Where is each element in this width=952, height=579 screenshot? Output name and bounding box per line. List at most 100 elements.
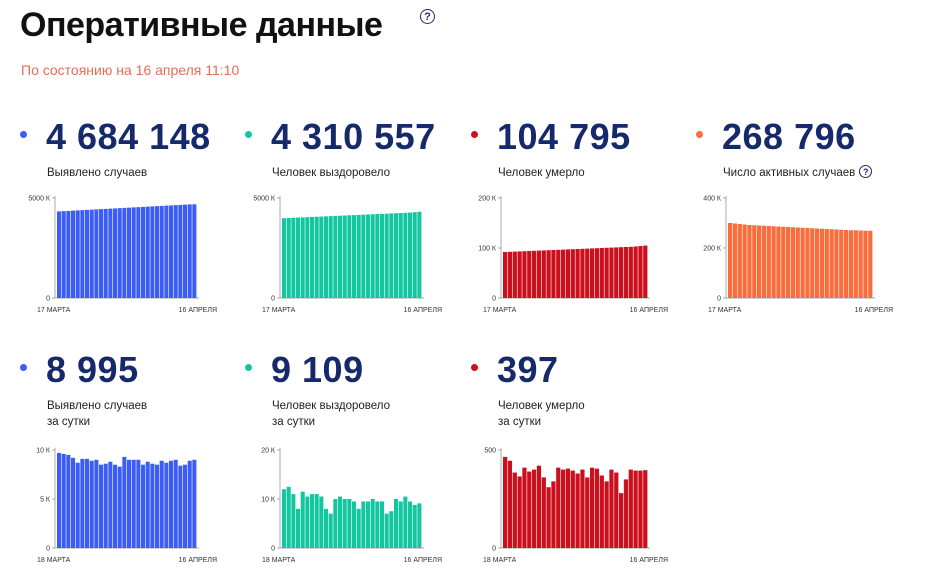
chart-bar: [839, 229, 844, 298]
stat-label: Выявлено случаев: [47, 165, 147, 181]
x-start-label: 17 МАРТА: [708, 307, 742, 314]
chart-bar: [136, 459, 141, 548]
chart-bar: [342, 215, 347, 298]
chart-bar: [633, 246, 638, 298]
chart-bar: [94, 459, 99, 548]
chart-bar: [314, 216, 319, 298]
chart-bar: [786, 227, 791, 298]
chart-bar: [113, 208, 118, 298]
bar-chart: 10 К 5 К 0 18 МАРТА 16 АПРЕЛЯ: [36, 448, 217, 565]
chart-bar: [305, 217, 310, 298]
y-tick-label: 0: [271, 546, 275, 553]
y-tick-label: 20 К: [261, 448, 276, 455]
chart-bar: [305, 496, 310, 548]
chart-bar: [512, 251, 517, 298]
chart-bar: [638, 246, 643, 298]
chart-bar: [417, 211, 422, 298]
chart-bar: [384, 213, 389, 298]
chart-bar: [609, 469, 614, 548]
chart-bar: [561, 249, 566, 298]
chart-bar: [795, 227, 800, 298]
chart-bar: [57, 211, 62, 298]
chart-bar: [342, 499, 347, 548]
chart-bar: [570, 470, 575, 548]
status-timestamp: По состоянию на 16 апреля 11:10: [21, 62, 240, 78]
chart-bar: [752, 225, 757, 298]
stat-label-line: Выявлено случаев: [47, 400, 148, 412]
stat-label-line: Человек умерло: [498, 400, 585, 412]
chart-bar: [85, 209, 90, 298]
x-start-label: 18 МАРТА: [262, 557, 296, 564]
chart-bar: [356, 214, 361, 298]
chart-bar: [352, 215, 357, 298]
stat-label-line: за сутки: [498, 416, 542, 428]
chart-bar: [819, 228, 825, 298]
chart-bar: [619, 493, 624, 548]
chart-bar: [384, 513, 389, 548]
chart-bar: [604, 247, 609, 298]
chart-bar: [356, 508, 361, 548]
chart-bar: [352, 501, 357, 548]
chart-bar: [575, 473, 580, 548]
y-tick-label: 10 К: [261, 497, 276, 504]
stat-label: Выявлено случаев за сутки: [47, 398, 147, 430]
chart-bar: [623, 479, 629, 548]
y-tick-label: 5000 К: [28, 196, 51, 203]
chart-bar: [122, 456, 127, 548]
series-dot-icon: [471, 131, 478, 138]
chart-bar: [89, 209, 94, 298]
stat-label: Число активных случаев?: [723, 165, 873, 181]
chart-bar: [781, 226, 786, 298]
x-start-label: 17 МАРТА: [37, 307, 71, 314]
chart-bar: [61, 453, 66, 548]
chart-bar: [155, 464, 160, 548]
chart-bar: [366, 501, 371, 548]
chart-bar: [300, 217, 305, 298]
chart-bar: [742, 224, 747, 298]
x-start-label: 18 МАРТА: [483, 557, 517, 564]
chart-bar: [398, 501, 403, 548]
stat-label: Человек умерло: [498, 165, 585, 181]
chart-bar: [585, 248, 590, 298]
chart-bar: [61, 211, 66, 298]
y-tick-label: 200 К: [703, 246, 722, 253]
chart-bar: [183, 204, 188, 298]
chart-bar: [565, 249, 571, 298]
chart-bar: [551, 481, 556, 548]
chart-bar: [527, 251, 532, 298]
y-tick-label: 100 К: [478, 246, 497, 253]
chart-bar: [127, 207, 132, 298]
chart-bar: [89, 460, 94, 548]
chart-bar: [810, 228, 815, 298]
chart-bar: [338, 496, 343, 548]
x-end-label: 16 АПРЕЛЯ: [179, 557, 217, 564]
chart-bar: [771, 226, 776, 298]
chart-bar: [136, 207, 141, 298]
chart-bar: [868, 230, 873, 298]
chart-bar: [619, 247, 624, 298]
chart-bar: [380, 213, 385, 298]
series-dot-icon: [696, 131, 703, 138]
chart-bar: [541, 250, 546, 298]
chart-bar: [522, 467, 527, 548]
chart-bar: [614, 247, 619, 298]
bar-chart: 500 0 18 МАРТА 16 АПРЕЛЯ: [483, 448, 668, 565]
stat-label-line: Число активных случаев?: [723, 165, 873, 181]
stat-label-line: Человек умерло: [498, 167, 585, 179]
chart-bar: [761, 225, 767, 298]
chart-bar: [732, 223, 738, 298]
chart-bar: [145, 206, 150, 298]
chart-bar: [192, 459, 197, 548]
title-help-icon[interactable]: ?: [420, 9, 435, 24]
chart-bar: [800, 227, 805, 298]
x-end-label: 16 АПРЕЛЯ: [855, 307, 893, 314]
chart-bar: [507, 251, 513, 298]
x-end-label: 16 АПРЕЛЯ: [630, 557, 668, 564]
stat-card: 397 Человек умерло за сутки 500 0 18 МАРТА 16 …: [471, 349, 686, 579]
chart-bar: [80, 210, 85, 298]
chart-bar: [417, 503, 422, 548]
chart-bar: [300, 491, 305, 548]
chart-bar: [183, 464, 188, 548]
chart-bar: [408, 501, 413, 548]
help-icon[interactable]: ?: [859, 165, 873, 179]
